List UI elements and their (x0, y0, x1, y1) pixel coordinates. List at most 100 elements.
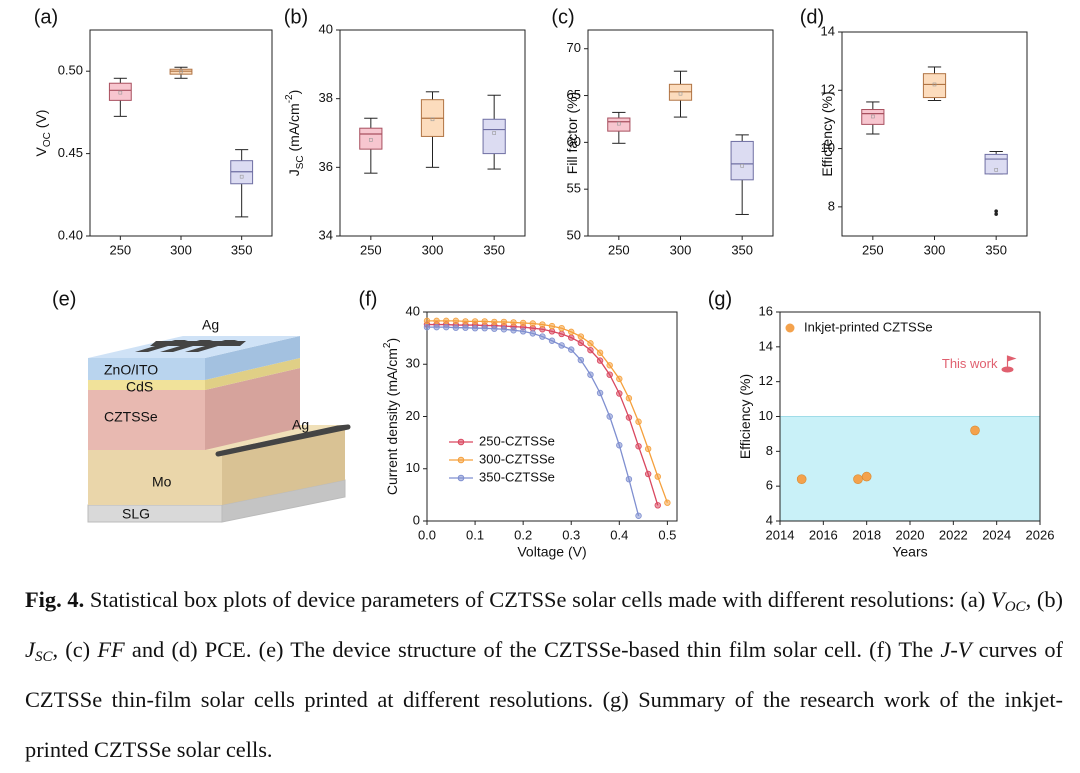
y-tick-label: 40 (319, 21, 333, 36)
point (491, 318, 498, 326)
mean (740, 163, 744, 168)
point (452, 317, 460, 325)
flag (1007, 355, 1017, 362)
y-axis-label: Fill factor (%) (564, 92, 580, 174)
x-tick-label: 2022 (939, 527, 968, 542)
point (529, 330, 536, 337)
point (625, 395, 633, 402)
label-slg: SLG (122, 506, 150, 522)
point (606, 362, 613, 369)
caption-text: OC (1004, 599, 1026, 615)
label-czts: CZTSSe (104, 409, 158, 425)
caption-text: SC (34, 649, 53, 665)
label-part: -2 (284, 94, 295, 103)
point (606, 413, 613, 420)
point (853, 474, 863, 485)
point (423, 317, 431, 325)
y-tick-label: 10 (759, 408, 773, 423)
panel-label: (e) (52, 288, 76, 310)
x-tick-label: 2024 (982, 527, 1011, 542)
label-part: ) (384, 338, 400, 343)
mean (932, 82, 937, 87)
y-tick-label: 8 (828, 198, 835, 213)
point (558, 330, 565, 338)
box (984, 153, 1008, 175)
label-part: V (33, 146, 49, 156)
point (471, 324, 479, 332)
x-tick-label: 250 (608, 242, 630, 257)
label-ag-top: Ag (202, 317, 219, 333)
y-tick-label: 10 (821, 140, 835, 155)
mean (369, 138, 373, 142)
point (616, 442, 623, 449)
caption-text: FF (97, 637, 125, 662)
y-tick-label: 40 (406, 303, 420, 318)
x-tick-label: 250 (862, 242, 884, 257)
y-tick-label: 65 (567, 87, 581, 102)
caption-text: and (d) PCE. (e) The device structure of… (124, 637, 941, 662)
point (491, 325, 498, 332)
caption-text: V (991, 587, 1005, 612)
y-tick-label: 70 (567, 40, 581, 55)
legend-label: 350-CZTSSe (479, 469, 555, 484)
zno-front (88, 358, 205, 380)
x-tick-label: 300 (422, 242, 444, 257)
outlier (994, 212, 998, 216)
cds-front (88, 380, 205, 390)
point (635, 418, 642, 425)
label-cds: CdS (126, 379, 153, 395)
x-tick-label: 2014 (766, 527, 795, 542)
point (644, 445, 652, 453)
point (558, 324, 565, 332)
point (481, 324, 488, 332)
legend-label: Inkjet-printed CZTSSe (804, 319, 933, 334)
y-tick-label: 4 (766, 512, 773, 527)
outlier (994, 209, 998, 214)
mean (994, 168, 998, 172)
point (548, 337, 556, 344)
legend-marker (457, 456, 465, 464)
device-diagram: Ag ZnO/ITO CdS CZTSSe Ag Mo SLG (e) (52, 288, 351, 523)
y-axis-label: Current density (mA/cm2) (382, 338, 400, 495)
mean (871, 114, 875, 119)
x-tick-label: 0.1 (466, 527, 484, 542)
y-tick-label: 55 (567, 181, 581, 196)
figure: Ag ZnO/ITO CdS CZTSSe Ag Mo SLG (e) 0.40… (33, 6, 1055, 560)
box (607, 117, 631, 132)
point (635, 512, 642, 519)
point (519, 319, 527, 327)
point (970, 425, 980, 436)
point (539, 321, 546, 328)
x-tick-label: 350 (483, 242, 505, 257)
x-tick-label: 0.3 (562, 527, 580, 542)
box (482, 118, 506, 155)
caption-text: Statistical box plots of device paramete… (84, 587, 992, 612)
y-tick-label: 0.45 (58, 145, 83, 160)
y-tick-label: 8 (766, 443, 773, 458)
y-tick-label: 10 (406, 460, 420, 475)
point (452, 324, 460, 331)
point (625, 414, 633, 421)
x-tick-label: 2016 (809, 527, 838, 542)
label-part: (mA/cm (286, 103, 302, 155)
x-axis-label: Years (892, 544, 927, 560)
point (423, 323, 431, 331)
x-tick-label: 350 (985, 242, 1007, 257)
y-tick-label: 30 (406, 356, 420, 371)
point (548, 328, 556, 335)
ag-busbar (150, 341, 246, 346)
label-part: Efficiency (%) (819, 91, 835, 176)
czts-side (205, 368, 300, 450)
label-part: 2 (382, 342, 393, 348)
point (462, 318, 469, 325)
y-tick-label: 12 (821, 82, 835, 97)
point (596, 349, 604, 356)
cds-side (205, 358, 300, 390)
y-tick-label: 20 (406, 408, 420, 423)
y-axis-label: VOC (V) (33, 110, 53, 157)
x-tick-label: 300 (924, 242, 946, 257)
label-part: OC (42, 132, 53, 147)
label-part: (V) (33, 110, 49, 133)
